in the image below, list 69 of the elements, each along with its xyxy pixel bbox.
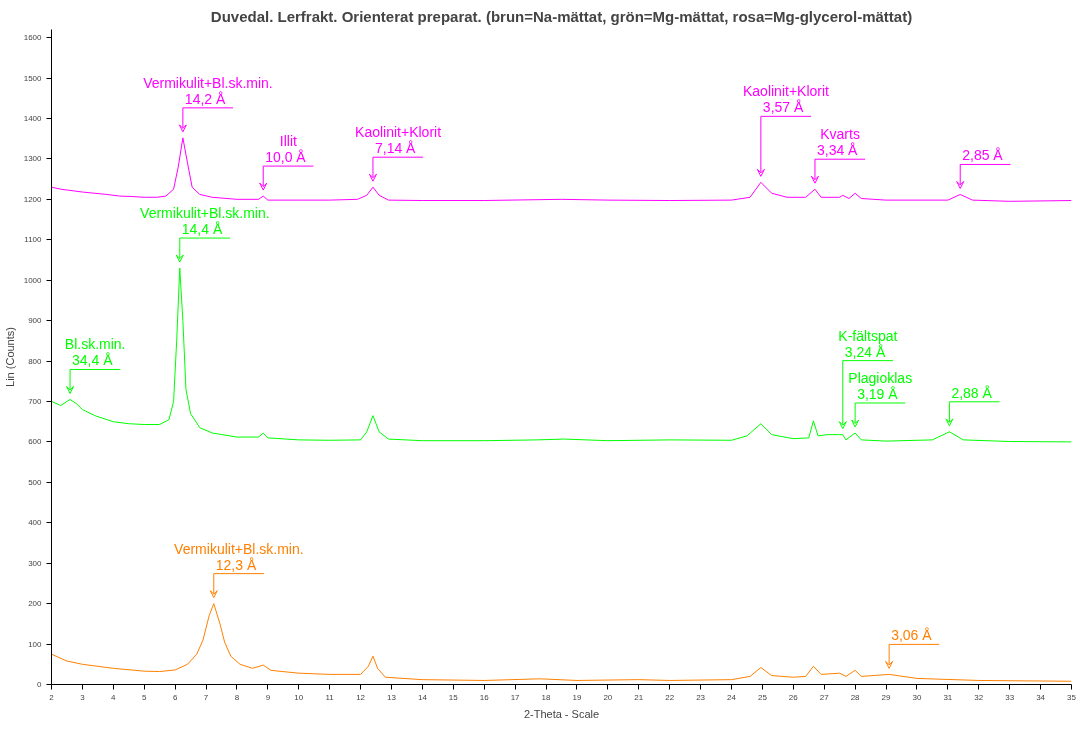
x-tick-label: 4 <box>111 692 117 702</box>
x-tick-label: 23 <box>696 692 706 702</box>
x-tick-label: 15 <box>448 692 459 702</box>
annotation: Kaolinit+Klorit 7,14 Å <box>355 124 442 157</box>
annotation: 3,06 Å <box>891 627 933 644</box>
y-tick-label: 1400 <box>23 113 43 123</box>
y-tick-label: 0 <box>37 680 43 689</box>
x-tick-label: 28 <box>850 692 861 702</box>
y-tick-label: 1000 <box>23 275 43 285</box>
y-tick-label: 1300 <box>23 154 43 164</box>
annotation: 2,85 Å <box>962 147 1004 164</box>
annotation: Kvarts 3,34 Å <box>816 126 860 159</box>
x-tick-label: 7 <box>203 692 209 702</box>
x-tick-label: 32 <box>974 692 984 702</box>
annotation: Vermikulit+Bl.sk.min. 12,3 Å <box>174 540 304 573</box>
x-tick-label: 2 <box>49 692 55 702</box>
x-tick-label: 31 <box>943 692 953 702</box>
y-tick-label: 700 <box>28 396 43 406</box>
x-tick-label: 35 <box>1067 692 1077 702</box>
chart-title: Duvedal. Lerfrakt. Orienterat preparat. (brun=Na-mättat, grön=Mg-mättat, rosa=Mg-glycerol-mättat) <box>210 7 913 25</box>
y-tick-label: 200 <box>28 599 43 609</box>
annotation: Kaolinit+Klorit 3,57 Å <box>742 83 830 116</box>
y-tick-label: 1200 <box>23 194 43 204</box>
annotation: 2,88 Å <box>951 384 993 401</box>
x-tick-label: 9 <box>265 692 271 702</box>
y-tick-label: 1100 <box>24 235 43 245</box>
x-tick-label: 16 <box>479 692 490 702</box>
line-series <box>51 137 1072 202</box>
x-tick-label: 22 <box>665 692 675 702</box>
y-tick-label: 600 <box>28 437 43 447</box>
annotation: Plagioklas 3,19 Å <box>848 370 913 403</box>
annotation: Illit 10,0 Å <box>265 133 307 166</box>
x-tick-label: 11 <box>325 692 335 702</box>
x-tick-label: 17 <box>510 692 521 702</box>
y-tick-label: 300 <box>28 558 43 568</box>
y-tick-label: 1500 <box>23 73 43 83</box>
x-tick-label: 30 <box>912 692 922 702</box>
x-tick-label: 29 <box>881 692 892 702</box>
annotation: K-fältspat 3,24 Å <box>838 327 898 360</box>
y-axis-title: Lin (Counts) <box>3 327 16 387</box>
line-series <box>51 267 1072 443</box>
x-tick-label: 13 <box>387 692 397 702</box>
x-tick-label: 19 <box>572 692 582 702</box>
x-tick-label: 20 <box>603 692 613 702</box>
x-tick-label: 14 <box>417 692 428 702</box>
x-tick-label: 18 <box>541 692 552 702</box>
x-tick-label: 34 <box>1036 692 1046 702</box>
x-tick-label: 8 <box>234 692 240 702</box>
x-tick-label: 3 <box>80 692 86 702</box>
x-tick-label: 25 <box>757 692 768 702</box>
x-tick-label: 12 <box>356 692 366 702</box>
y-tick-label: 400 <box>28 518 43 528</box>
x-tick-label: 33 <box>1005 692 1015 702</box>
y-tick-label: 100 <box>28 639 43 649</box>
x-tick-label: 5 <box>142 692 147 702</box>
annotation: Bl.sk.min. 34,4 Å <box>64 336 126 369</box>
x-tick-label: 21 <box>634 692 644 702</box>
y-tick-label: 1600 <box>23 33 43 43</box>
annotation: Vermikulit+Bl.sk.min. 14,2 Å <box>143 74 273 107</box>
x-tick-label: 27 <box>819 692 830 702</box>
annotation: Vermikulit+Bl.sk.min. 14,4 Å <box>140 205 270 238</box>
x-tick-label: 6 <box>172 692 178 702</box>
y-tick-label: 800 <box>28 356 43 366</box>
x-tick-label: 10 <box>294 692 304 702</box>
y-tick-label: 900 <box>28 316 43 326</box>
x-tick-label: 26 <box>788 692 799 702</box>
y-tick-label: 500 <box>28 477 43 487</box>
x-axis-title: 2-Theta - Scale <box>523 707 600 720</box>
x-tick-label: 24 <box>727 692 737 702</box>
